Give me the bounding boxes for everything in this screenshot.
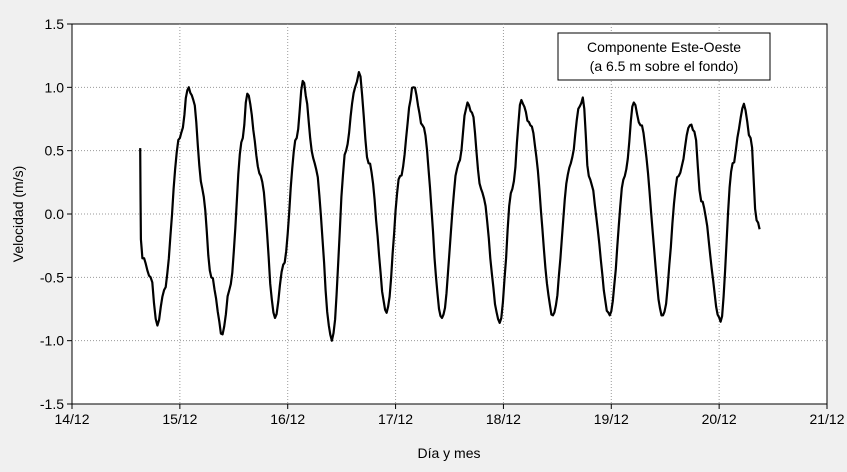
y-tick-label: 0.0 [45,206,65,222]
series-line [139,71,761,342]
x-tick-label: 18/12 [486,411,521,427]
x-tick-label: 20/12 [702,411,737,427]
legend-line-1: Componente Este-Oeste [587,39,741,55]
y-tick-label: 1.5 [45,16,65,32]
x-tick-label: 14/12 [54,411,89,427]
x-tick-label: 21/12 [809,411,844,427]
y-tick-label: -1.5 [40,396,64,412]
plot-area [71,23,828,405]
y-tick-label: -1.0 [40,333,64,349]
legend-box: Componente Este-Oeste (a 6.5 m sobre el … [557,32,771,81]
legend-frame [557,32,771,81]
x-tick-label: 16/12 [270,411,305,427]
x-tick-label: 15/12 [162,411,197,427]
y-tick-label: 0.5 [45,143,65,159]
y-tick-label: 1.0 [45,79,65,95]
y-tick-label: -0.5 [40,269,64,285]
x-axis: 14/12 15/12 16/12 17/12 18/12 19/12 20/12 21/12 [54,404,845,427]
x-tick-label: 19/12 [594,411,629,427]
y-axis: -1.5 -1.0 -0.5 0.0 0.5 1.0 1.5 [40,16,72,412]
y-axis-label: Velocidad (m/s) [10,166,26,262]
x-axis-label: Día y mes [417,445,480,461]
legend-line-2: (a 6.5 m sobre el fondo) [590,58,739,74]
x-tick-label: 17/12 [378,411,413,427]
